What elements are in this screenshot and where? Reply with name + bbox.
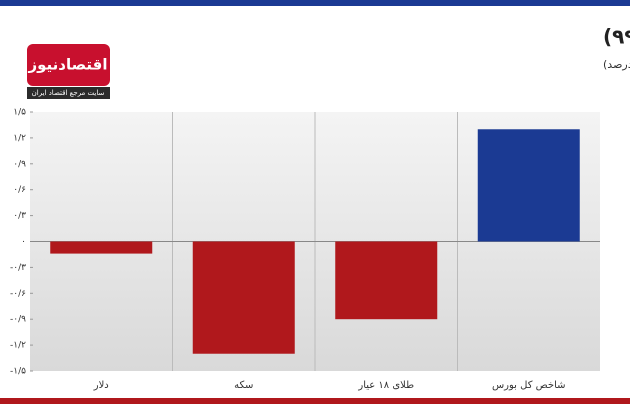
logo-text: اقتصادنیوز <box>28 56 108 74</box>
y-tick-label: ۰ <box>21 237 26 247</box>
bar <box>50 241 153 254</box>
logo-tagline: سایت مرجع اقتصاد ایران <box>32 89 105 97</box>
bar <box>192 241 295 354</box>
y-tick-label: -۰/۳ <box>10 263 26 273</box>
chart-title: | بازدهی بازارها (دوشنبه ۸ دی ۹۹) <box>603 25 630 49</box>
bottom-band <box>0 398 630 404</box>
chart-subtitle: (واحد: درصد) <box>603 58 630 71</box>
y-tick-label: ۱/۲ <box>13 133 26 143</box>
y-tick-label: -۱/۵ <box>10 367 26 377</box>
x-tick-label: شاخص کل بورس <box>492 380 566 391</box>
y-tick-label: ۱/۵ <box>13 108 26 118</box>
x-tick-label: دلار <box>93 380 109 391</box>
y-tick-label: -۰/۶ <box>10 289 26 299</box>
y-tick-label: -۱/۲ <box>10 341 26 351</box>
logo-box <box>27 44 110 86</box>
x-tick-label: سکه <box>234 380 253 391</box>
bar <box>477 129 580 242</box>
top-band <box>0 0 630 6</box>
y-tick-label: -۰/۹ <box>10 315 26 325</box>
plot: ۱/۵ ۱/۲ ۰/۹ ۰/۶ ۰/۳ ۰ -۰/۳ -۰/۶ -۰/۹ -۱/۲ -۱/۵ دلار… <box>10 108 600 391</box>
y-tick-label: ۰/۶ <box>13 185 26 195</box>
logo-strip <box>27 87 110 99</box>
x-tick-label: طلای ۱۸ عیار <box>357 380 414 391</box>
bar <box>335 241 438 320</box>
y-tick-label: ۰/۹ <box>13 159 26 169</box>
y-tick-label: ۰/۳ <box>13 211 26 221</box>
